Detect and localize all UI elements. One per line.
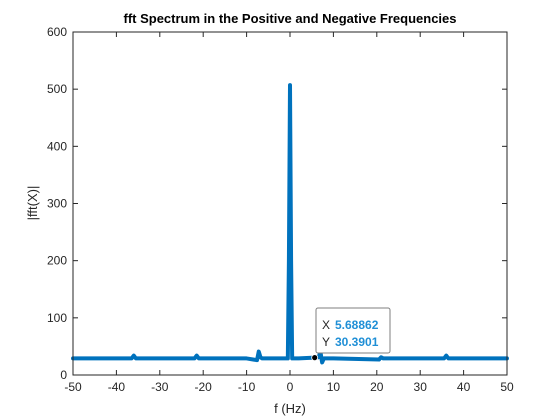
datatip-x-key: X [322, 318, 330, 332]
x-tick-label: 50 [500, 380, 514, 394]
chart-title: fft Spectrum in the Positive and Negativ… [123, 11, 456, 26]
series-line-0 [71, 83, 509, 365]
x-tick-label: 40 [457, 380, 471, 394]
x-tick-label: 0 [287, 380, 294, 394]
datatip-box [315, 307, 391, 354]
x-tick-label: 30 [414, 380, 428, 394]
datatip-y-key: Y [322, 335, 330, 349]
y-tick-label: 400 [47, 139, 67, 153]
y-tick-label: 100 [47, 311, 67, 325]
y-tick-label: 300 [47, 197, 67, 211]
x-tick-label: -30 [151, 380, 169, 394]
y-tick-label: 500 [47, 82, 67, 96]
datatip-y-value: 30.3901 [335, 335, 379, 349]
x-tick-label: -20 [195, 380, 213, 394]
y-tick-label: 200 [47, 254, 67, 268]
y-tick-label: 600 [47, 25, 67, 39]
datatip-marker [311, 354, 319, 362]
y-tick-label: 0 [60, 368, 67, 382]
datatip-x-value: 5.68862 [335, 318, 379, 332]
x-axis-label: f (Hz) [274, 401, 306, 416]
x-tick-label: -10 [238, 380, 256, 394]
x-tick-label: -50 [64, 380, 82, 394]
y-axis-label: |fft(X)| [25, 186, 40, 221]
x-tick-label: 10 [327, 380, 341, 394]
x-tick-label: -40 [108, 380, 126, 394]
x-tick-label: 20 [370, 380, 384, 394]
